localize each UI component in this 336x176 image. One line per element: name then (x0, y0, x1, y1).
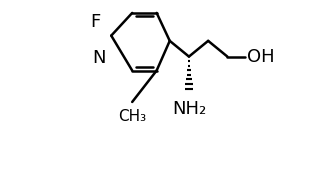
Text: CH₃: CH₃ (118, 109, 146, 124)
Text: OH: OH (247, 48, 275, 66)
Text: N: N (92, 49, 106, 67)
Text: F: F (90, 13, 101, 31)
Text: NH₂: NH₂ (172, 100, 206, 118)
